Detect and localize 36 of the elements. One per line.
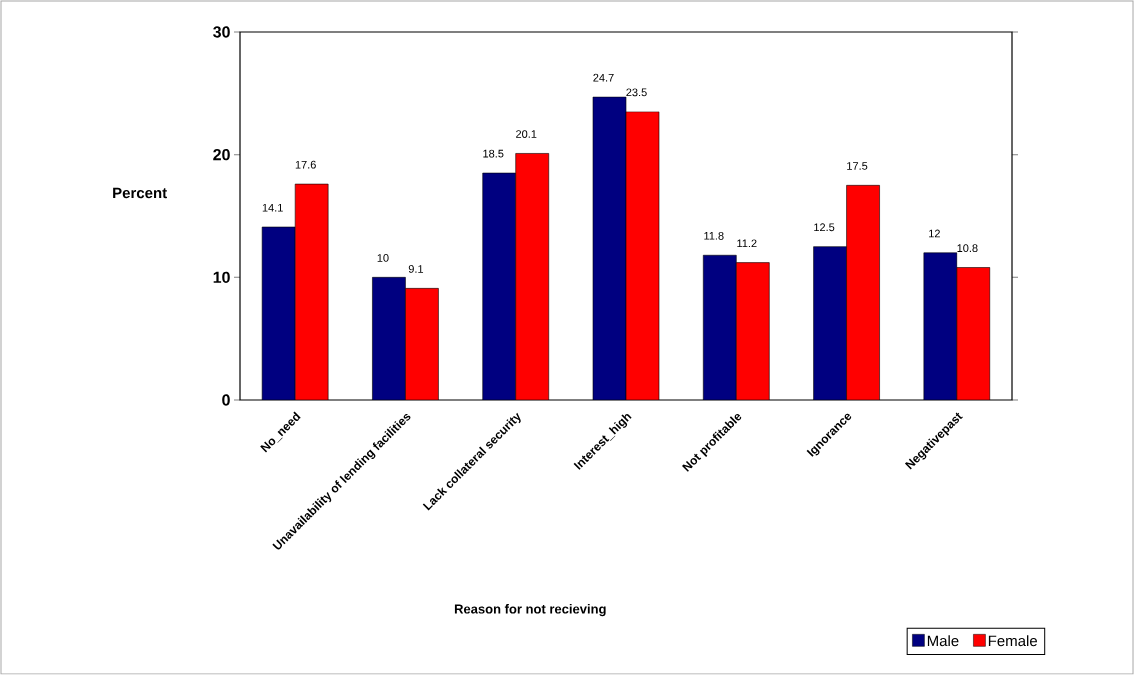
- y-axis-title: Percent: [113, 187, 167, 199]
- data-label: 20.1: [516, 130, 537, 138]
- bar: [482, 172, 517, 400]
- bar: [702, 254, 737, 400]
- bar: [956, 267, 991, 400]
- bar: [625, 111, 660, 400]
- legend-label: Female: [988, 635, 1038, 647]
- x-axis-title: Reason for not recieving: [454, 604, 606, 617]
- data-label: 24.7: [593, 73, 614, 82]
- data-label: 10.8: [957, 244, 978, 252]
- legend-label: Male: [927, 635, 959, 647]
- data-label: 14.1: [262, 203, 283, 212]
- bar: [813, 246, 847, 400]
- bar: [294, 183, 329, 400]
- data-label: 23.5: [626, 88, 647, 97]
- y-tick-label: 10: [213, 271, 230, 283]
- data-label: 18.5: [483, 149, 504, 158]
- bar: [735, 262, 770, 400]
- data-label: 9.1: [408, 265, 424, 273]
- bar: [405, 288, 439, 400]
- data-label: 12: [929, 229, 940, 238]
- y-tick-label: 0: [222, 394, 230, 406]
- bar: [923, 252, 958, 400]
- bar: [846, 185, 880, 400]
- y-tick-label: 20: [213, 149, 230, 161]
- bar: [372, 277, 406, 400]
- data-label: 12.5: [814, 223, 835, 232]
- y-tick-label: 30: [213, 26, 230, 38]
- bar: [592, 96, 627, 400]
- data-label: 17.6: [295, 160, 316, 169]
- data-label: 17.5: [847, 162, 868, 170]
- bar: [261, 226, 296, 400]
- data-label: 11.8: [704, 231, 724, 240]
- bar: [515, 153, 550, 400]
- data-label: 10: [377, 254, 389, 262]
- data-label: 11.2: [737, 239, 757, 248]
